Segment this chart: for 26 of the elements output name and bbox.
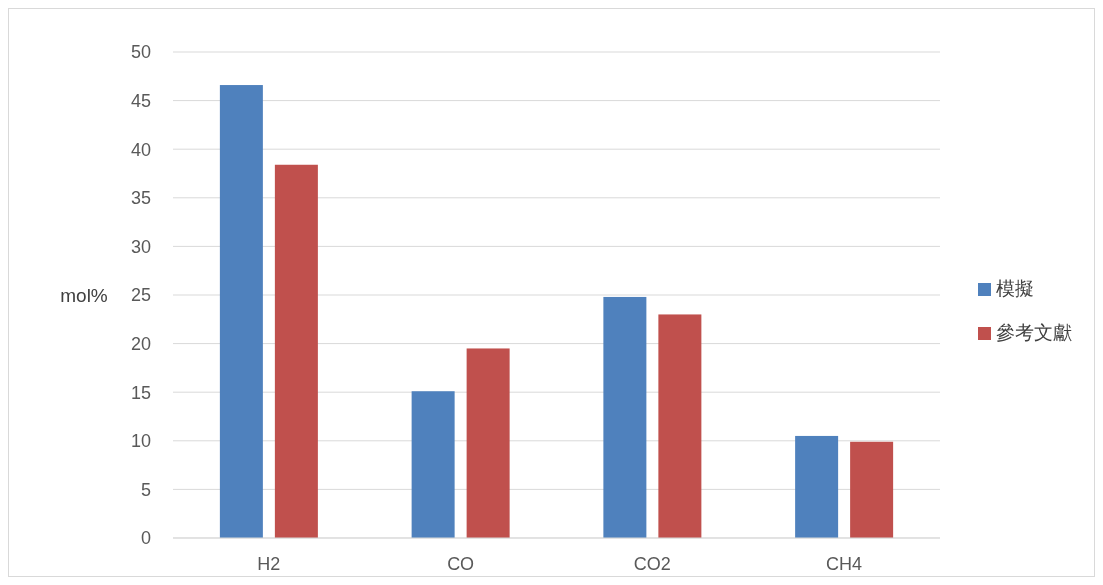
y-axis-title: mol% [60,284,108,306]
y-tick-label: 5 [140,479,151,500]
bar [658,314,702,538]
bar [274,164,318,538]
y-tick-label: 45 [130,90,151,111]
x-tick-label: H2 [257,554,281,574]
y-tick-label: 10 [130,431,151,452]
y-tick-label: 20 [130,333,151,354]
bar [219,85,263,538]
bar [603,296,647,538]
y-tick-label: 30 [130,236,151,257]
bar [795,435,839,538]
x-tick-label: CH4 [826,554,863,574]
y-tick-label: 0 [140,528,151,549]
x-tick-label: CO [447,554,475,574]
bar [850,441,894,538]
y-tick-label: 15 [130,382,151,403]
legend-label: 參考文獻 [996,322,1072,343]
y-tick-label: 50 [130,42,151,63]
y-tick-label: 35 [130,188,151,209]
x-tick-label: CO2 [633,554,671,574]
legend-label: 模擬 [996,278,1034,299]
bar [466,348,510,538]
bar [411,391,455,538]
y-tick-label: 40 [130,139,151,160]
y-tick-label: 25 [130,285,151,306]
